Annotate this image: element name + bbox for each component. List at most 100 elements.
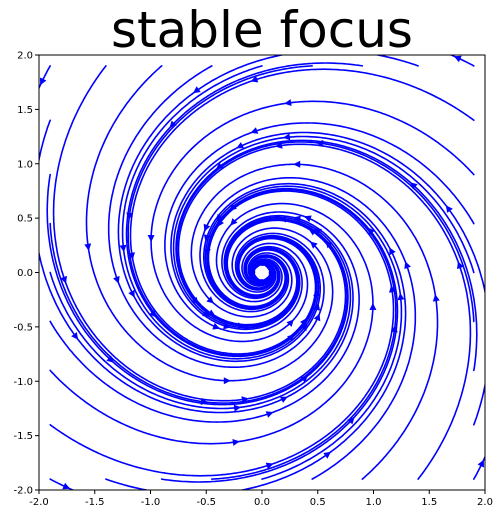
streamline bbox=[206, 188, 397, 480]
streamline bbox=[107, 65, 325, 368]
streamline bbox=[127, 65, 318, 357]
streamline-arrow bbox=[193, 86, 201, 94]
x-tick-label: -0.5 bbox=[196, 497, 216, 508]
y-tick-label: -1.0 bbox=[13, 377, 33, 388]
streamline-arrow bbox=[286, 319, 294, 327]
streamline-arrow bbox=[287, 334, 295, 342]
streamline-arrow bbox=[367, 227, 375, 236]
streamline-arrow bbox=[300, 318, 307, 326]
streamline bbox=[49, 190, 395, 477]
streamline-arrow bbox=[310, 241, 318, 249]
streamline-arrow bbox=[445, 205, 453, 213]
x-tick-label: -1.5 bbox=[85, 497, 105, 508]
streamline-arrow bbox=[389, 247, 396, 256]
streamline-arrow bbox=[250, 75, 259, 83]
streamline-arrow bbox=[40, 77, 47, 86]
streamline-arrow bbox=[390, 325, 398, 333]
streamline-arrow bbox=[106, 355, 114, 363]
streamline bbox=[49, 218, 348, 404]
x-tick-label: -2.0 bbox=[29, 497, 49, 508]
streamline-arrow bbox=[477, 459, 484, 468]
streamline bbox=[121, 65, 320, 360]
streamline-arrow bbox=[200, 398, 208, 405]
streamline-arrow bbox=[229, 203, 237, 211]
streamline-arrow bbox=[303, 215, 312, 223]
streamline-arrow bbox=[60, 275, 67, 284]
streamline bbox=[164, 122, 475, 334]
streamline-arrow bbox=[293, 215, 301, 223]
streamline bbox=[204, 185, 403, 480]
streamline-arrow bbox=[293, 160, 301, 168]
x-tick-label: 0.0 bbox=[254, 497, 270, 508]
streamline-arrow bbox=[62, 482, 71, 490]
streamline-arrow bbox=[284, 99, 292, 106]
streamline bbox=[129, 68, 475, 355]
streamline-arrow bbox=[233, 404, 242, 412]
x-axis: -2.0 -1.5 -1.0 -0.5 0.0 0.5 1.0 1.5 2.0 bbox=[29, 490, 493, 508]
y-tick-label: 2.0 bbox=[17, 51, 33, 62]
streamline-arrow bbox=[236, 142, 245, 149]
streamline-arrow bbox=[347, 416, 355, 425]
streamline-arrow bbox=[397, 292, 405, 301]
streamline-arrow bbox=[453, 55, 462, 63]
y-tick-label: -2.0 bbox=[13, 486, 33, 497]
streamline-arrow bbox=[169, 120, 177, 129]
plot-frame bbox=[38, 54, 486, 491]
streamline-arrow bbox=[282, 133, 291, 141]
streamline-arrow bbox=[250, 127, 259, 134]
streamline-arrow bbox=[119, 244, 127, 253]
chart-title: stable focus bbox=[111, 1, 413, 59]
streamline-arrow bbox=[325, 240, 333, 249]
streamline-arrow bbox=[313, 313, 321, 322]
streamline-arrow bbox=[217, 219, 224, 227]
streamline bbox=[49, 211, 360, 423]
streamline-arrow bbox=[316, 140, 324, 147]
streamline-arrow bbox=[128, 289, 135, 298]
streamline bbox=[52, 65, 347, 402]
x-tick-label: 2.0 bbox=[477, 497, 493, 508]
streamline bbox=[160, 187, 399, 483]
streamline-arrow bbox=[323, 451, 331, 459]
streamline bbox=[49, 216, 352, 410]
streamline-arrow bbox=[410, 182, 418, 190]
streamline bbox=[172, 135, 475, 329]
streamline-arrow bbox=[369, 302, 377, 310]
streamline-arrow bbox=[147, 235, 155, 243]
streamline bbox=[199, 177, 417, 480]
streamline-arrow bbox=[203, 234, 211, 242]
streamline bbox=[46, 173, 349, 406]
y-tick-label: 1.5 bbox=[17, 105, 33, 116]
x-tick-label: 1.0 bbox=[366, 497, 382, 508]
x-tick-label: 1.5 bbox=[421, 497, 437, 508]
y-tick-label: 1.0 bbox=[17, 159, 33, 170]
streamline bbox=[176, 141, 475, 327]
streamline-arrow bbox=[84, 243, 92, 251]
streamline bbox=[125, 62, 364, 358]
streamline bbox=[177, 143, 472, 480]
streamline-arrow bbox=[126, 212, 134, 220]
streamline-arrow bbox=[404, 261, 411, 270]
y-tick-label: -0.5 bbox=[13, 322, 33, 333]
streamline-arrow bbox=[223, 322, 231, 330]
x-tick-label: 0.5 bbox=[310, 497, 326, 508]
streamline-arrow bbox=[223, 377, 231, 385]
streamline-arrow bbox=[232, 439, 240, 446]
streamline-arrow bbox=[313, 303, 321, 311]
streamline-arrow bbox=[457, 261, 464, 270]
y-tick-label: -1.5 bbox=[13, 431, 33, 442]
x-tick-label: -1.0 bbox=[141, 497, 161, 508]
streamline-arrow bbox=[265, 411, 274, 418]
streamline-arrow bbox=[71, 332, 79, 340]
y-axis: -2.0 -1.5 -1.0 -0.5 0.0 0.5 1.0 1.5 2.0 bbox=[13, 51, 39, 497]
streamline bbox=[175, 139, 478, 372]
streamline-arrow bbox=[113, 275, 120, 284]
streamline-arrow bbox=[432, 294, 440, 302]
streamline-arrow bbox=[203, 223, 211, 232]
streamline-arrow bbox=[206, 296, 214, 304]
streamline-arrow bbox=[191, 296, 199, 305]
streamline-arrow bbox=[230, 218, 238, 226]
streamline-arrow bbox=[149, 309, 157, 318]
y-tick-label: 0.5 bbox=[17, 214, 33, 225]
streamline-arrow bbox=[265, 462, 274, 470]
